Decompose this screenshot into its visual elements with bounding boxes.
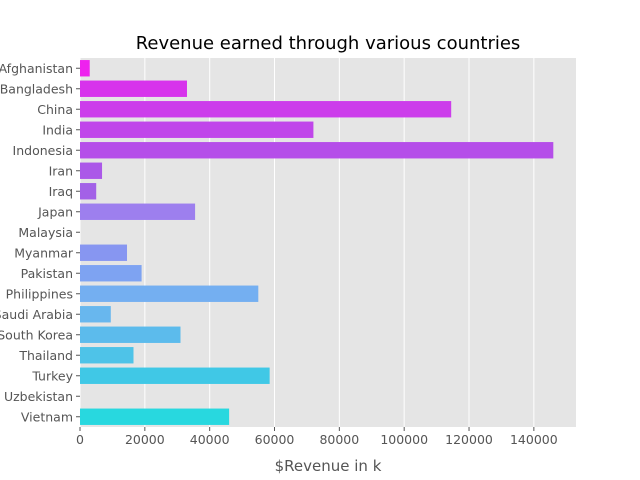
bar	[80, 203, 196, 220]
bar	[80, 121, 314, 138]
chart-title: Revenue earned through various countries	[136, 33, 521, 54]
y-tick-label: Afghanistan	[0, 61, 73, 76]
y-tick-label: Myanmar	[14, 245, 74, 260]
y-tick-label: Philippines	[6, 286, 73, 301]
y-tick-label: Indonesia	[13, 143, 73, 158]
x-tick-label: 120000	[445, 432, 493, 447]
x-tick-label: 0	[76, 432, 84, 447]
y-tick-label: Thailand	[18, 348, 73, 363]
y-tick-label: China	[37, 102, 73, 117]
bar	[80, 326, 181, 343]
bar	[80, 183, 97, 200]
bar	[80, 306, 111, 323]
x-tick-label: 60000	[255, 432, 295, 447]
bar	[80, 60, 90, 77]
y-tick-label: Vietnam	[21, 409, 73, 424]
bar	[80, 101, 452, 118]
y-tick-label: South Korea	[0, 327, 73, 342]
y-tick-label: Iran	[49, 163, 73, 178]
bar	[80, 408, 230, 425]
bar	[80, 347, 134, 364]
x-tick-label: 140000	[510, 432, 558, 447]
grid-lines	[79, 58, 535, 427]
y-tick-labels: Afghanistan Bangladesh China India Indonesia…	[0, 61, 80, 424]
y-tick-label: Turkey	[31, 368, 73, 383]
bar	[80, 285, 259, 302]
x-tick-label: 40000	[190, 432, 230, 447]
bar	[80, 162, 103, 179]
y-tick-label: Uzbekistan	[4, 389, 73, 404]
plot-background	[80, 58, 576, 427]
y-tick-label: Bangladesh	[0, 81, 73, 96]
y-tick-label: Saudi Arabia	[0, 307, 73, 322]
bars	[80, 60, 554, 425]
x-tick-label: 80000	[319, 432, 359, 447]
y-tick-label: Malaysia	[18, 225, 73, 240]
bar	[80, 244, 128, 261]
y-tick-label: India	[42, 122, 73, 137]
y-tick-label: Japan	[37, 204, 73, 219]
x-tick-label: 100000	[380, 432, 428, 447]
y-tick-label: Iraq	[49, 184, 73, 199]
x-tick-label: 20000	[125, 432, 165, 447]
bar	[80, 367, 270, 384]
bar	[80, 265, 142, 282]
bar	[80, 142, 554, 159]
x-axis-label: $Revenue in k	[275, 457, 382, 475]
bar	[80, 80, 187, 97]
x-ticks: 0 20000 40000 60000 80000 100000 120000 140000	[76, 427, 558, 447]
y-tick-label: Pakistan	[21, 266, 73, 281]
